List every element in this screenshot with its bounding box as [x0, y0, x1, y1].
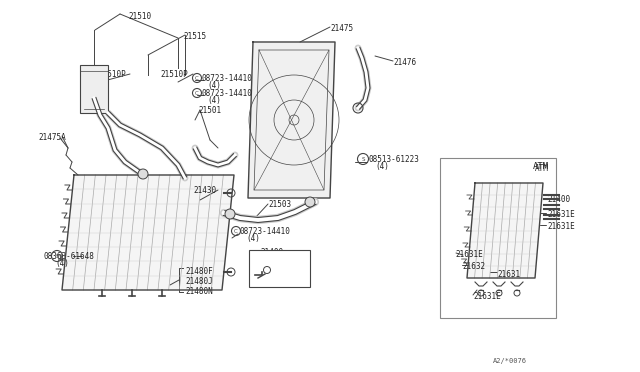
Text: USA: USA [253, 255, 267, 264]
Text: C: C [195, 90, 199, 96]
Text: 21475: 21475 [330, 24, 353, 33]
Text: 21501: 21501 [198, 106, 221, 115]
Circle shape [305, 197, 315, 207]
Text: 21400: 21400 [260, 248, 283, 257]
Text: 21631E: 21631E [547, 210, 575, 219]
Bar [440, 158, 556, 318]
Circle shape [138, 169, 148, 179]
Text: S: S [361, 157, 365, 161]
Text: 21631E: 21631E [455, 250, 483, 259]
Text: 21595: 21595 [280, 276, 303, 285]
Text: S: S [55, 253, 59, 259]
Bar [249, 250, 310, 287]
Circle shape [225, 209, 235, 219]
Text: (4): (4) [207, 96, 221, 105]
Text: 21515: 21515 [183, 32, 206, 41]
Text: 21480J: 21480J [185, 277, 212, 286]
Text: C: C [195, 76, 199, 80]
Text: 21631E: 21631E [547, 222, 575, 231]
Text: (4): (4) [55, 259, 69, 268]
Text: (4): (4) [246, 234, 260, 243]
Text: 21400: 21400 [547, 195, 570, 204]
Text: 21475A: 21475A [38, 133, 66, 142]
Text: 21631E: 21631E [473, 292, 500, 301]
Text: A2/*0076: A2/*0076 [493, 358, 527, 364]
Text: (4): (4) [375, 162, 389, 171]
Text: 21476: 21476 [393, 58, 416, 67]
Text: 21480N: 21480N [185, 287, 212, 296]
Text: 21480F: 21480F [185, 267, 212, 276]
Text: 21631: 21631 [497, 270, 520, 279]
Text: 21510P: 21510P [160, 70, 188, 79]
Polygon shape [248, 42, 335, 198]
Text: 21503: 21503 [268, 200, 291, 209]
Text: ATM: ATM [533, 162, 549, 171]
Text: 21510: 21510 [129, 12, 152, 21]
Text: ATM: ATM [535, 164, 549, 173]
Text: 08723-14410: 08723-14410 [201, 74, 252, 83]
Text: C: C [234, 228, 238, 234]
Text: 08363-61648: 08363-61648 [43, 252, 94, 261]
Text: 08513-61223: 08513-61223 [369, 155, 420, 164]
Text: (4): (4) [207, 81, 221, 90]
Polygon shape [62, 175, 234, 290]
Text: 21510P: 21510P [98, 70, 125, 79]
Bar [80, 65, 108, 113]
Polygon shape [467, 183, 543, 278]
Text: 21430: 21430 [193, 186, 216, 195]
Text: 21632: 21632 [462, 262, 485, 271]
Text: 08723-14410: 08723-14410 [201, 89, 252, 98]
Text: 08723-14410: 08723-14410 [240, 227, 291, 236]
